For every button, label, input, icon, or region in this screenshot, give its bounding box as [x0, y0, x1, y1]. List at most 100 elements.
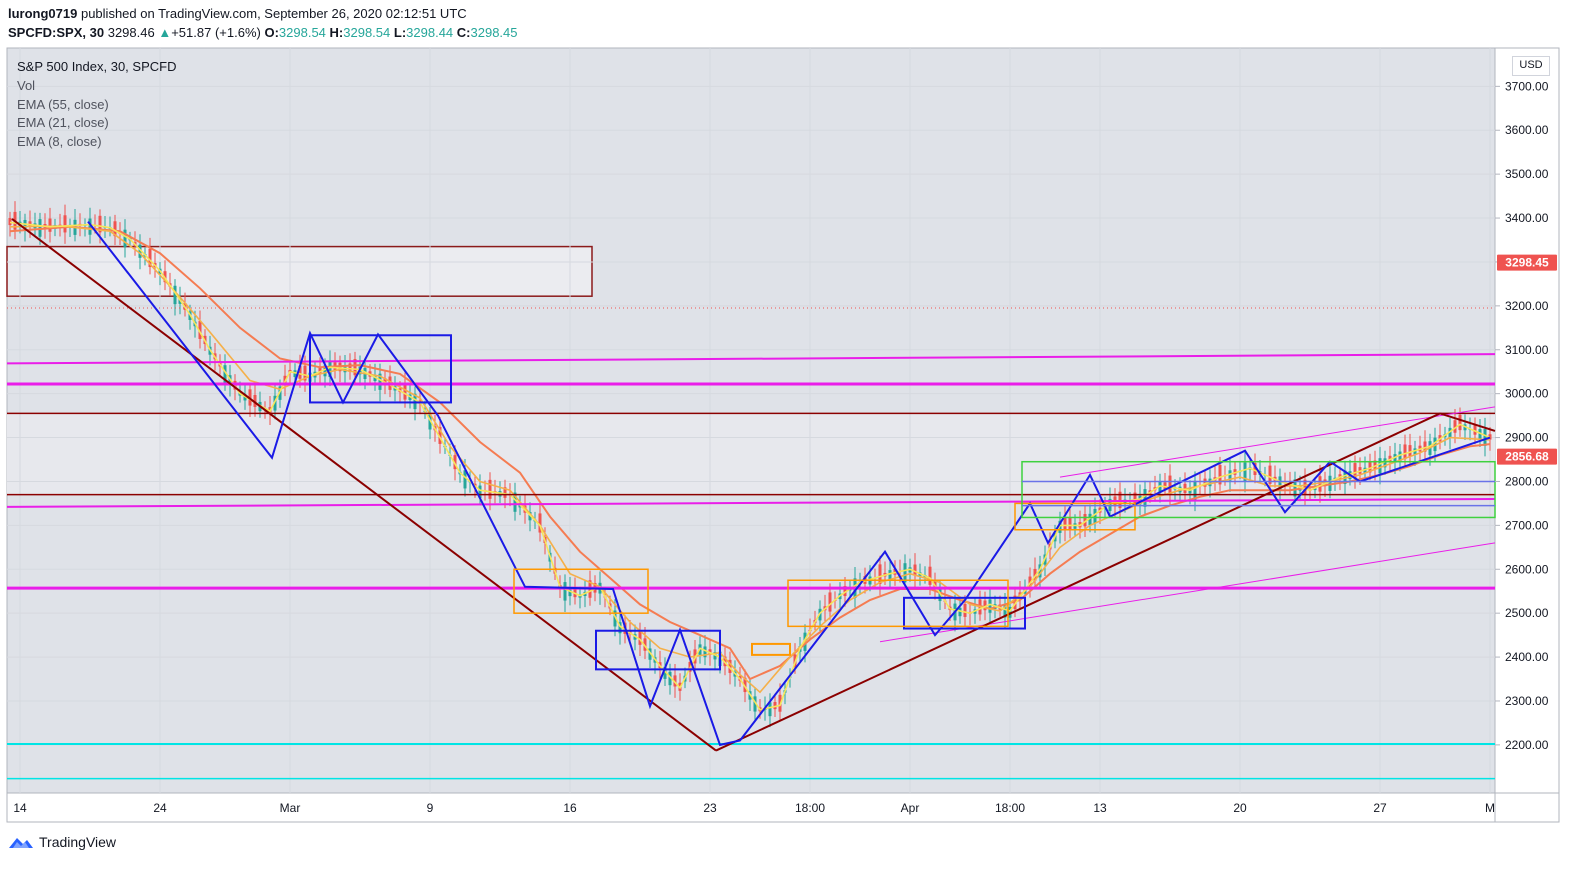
candle-body	[1163, 482, 1167, 490]
x-tick-label: 20	[1233, 801, 1247, 815]
candle-body	[1403, 444, 1407, 460]
candle-body	[198, 320, 202, 339]
y-axis-ticks: 3700.003600.003500.003400.003300.003200.…	[1495, 79, 1549, 752]
candle-body	[148, 248, 152, 268]
brand-name: TradingView	[39, 834, 117, 850]
candle-body	[1143, 489, 1147, 507]
low-value: 3298.44	[406, 25, 454, 40]
price-axis[interactable]	[1495, 48, 1559, 793]
candle-body	[1368, 461, 1372, 473]
x-axis-ticks: 14 24 Mar 9 16 23 18:00 Apr 18:00 13 20 27 M	[13, 801, 1495, 815]
candle-body	[903, 563, 907, 583]
candle-body	[138, 244, 142, 258]
candle-body	[488, 479, 492, 499]
high-value: 3298.54	[343, 25, 391, 40]
candle-body	[503, 487, 507, 498]
candle-body	[1063, 517, 1067, 530]
candle-body	[1383, 458, 1387, 468]
zigzag-blue-line	[87, 220, 1491, 747]
candle-body	[123, 229, 127, 248]
candle-body	[613, 610, 617, 627]
x-tick-label: 16	[563, 801, 577, 815]
candle-body	[1208, 478, 1212, 487]
y-tick-label: 2300.00	[1505, 694, 1549, 708]
open-value: 3298.54	[278, 25, 326, 40]
candle-body	[1158, 481, 1162, 493]
candle-body	[1458, 414, 1462, 431]
y-tick-label: 2600.00	[1505, 562, 1549, 576]
legend-item-ema55[interactable]: EMA (55, close)	[17, 96, 109, 112]
legend-item-vol[interactable]: Vol	[17, 77, 36, 93]
y-tick-label: 3700.00	[1505, 79, 1549, 93]
candle-body	[113, 221, 117, 237]
candle-body	[273, 395, 277, 411]
candle-body	[48, 218, 52, 232]
candle-body	[568, 588, 572, 597]
candle-body	[538, 513, 542, 533]
candle-body	[1293, 479, 1297, 497]
candle-body	[1448, 427, 1452, 439]
currency-badge[interactable]: USD	[1512, 56, 1550, 76]
x-tick-label: 18:00	[995, 801, 1025, 815]
candle-body	[38, 219, 42, 237]
candle-body	[843, 586, 847, 597]
candle-body	[173, 285, 177, 305]
publisher-name[interactable]: lurong0719	[8, 6, 78, 21]
y-tick-label: 2900.00	[1505, 431, 1549, 445]
candle-body	[663, 666, 667, 679]
close-label: C:	[456, 25, 471, 40]
y-tick-label: 3000.00	[1505, 387, 1549, 401]
open-label: O:	[264, 25, 279, 40]
candle-body	[983, 600, 987, 611]
candle-body	[348, 363, 352, 372]
candle-body	[1303, 479, 1307, 495]
x-tick-label: 9	[427, 801, 434, 815]
legend-title[interactable]: S&P 500 Index, 30, SPCFD	[17, 59, 177, 74]
candle-body	[453, 455, 457, 470]
candle-body	[223, 365, 227, 383]
candle-body	[1423, 441, 1427, 452]
candle-body	[298, 365, 302, 379]
legend-item-ema8[interactable]: EMA (8, close)	[17, 134, 102, 150]
candle-body	[958, 607, 962, 617]
candle-body	[673, 675, 677, 687]
x-tick-label: Apr	[901, 801, 920, 815]
y-tick-label: 3100.00	[1505, 343, 1549, 357]
candle-body	[1398, 451, 1402, 462]
candle-body	[323, 365, 327, 377]
tradingview-logo-icon	[9, 838, 33, 848]
price-labels: 3298.45 2856.68	[1497, 254, 1557, 465]
candle-body	[413, 393, 417, 410]
x-tick-label: 24	[153, 801, 167, 815]
candle-body	[88, 218, 92, 235]
ema-21-line	[9, 225, 1491, 694]
x-tick-label: 27	[1373, 801, 1387, 815]
candle-body	[888, 570, 892, 580]
candle-body	[1353, 463, 1357, 479]
consolidation-box-apr	[903, 596, 1026, 630]
candle-body	[938, 588, 942, 602]
indicator-legend: S&P 500 Index, 30, SPCFD Vol EMA (55, cl…	[17, 58, 176, 152]
footer-brand[interactable]: TradingView	[7, 834, 116, 850]
candle-body	[1253, 462, 1257, 475]
magenta-trendline-upper	[6, 353, 1496, 365]
symbol-label: SPCFD:SPX, 30	[8, 25, 105, 40]
orange-box-1	[513, 568, 649, 614]
candle-body	[1203, 478, 1207, 487]
high-label: H:	[329, 25, 344, 40]
y-tick-label: 2200.00	[1505, 738, 1549, 752]
legend-item-ema21[interactable]: EMA (21, close)	[17, 115, 109, 131]
candle-body	[723, 656, 727, 667]
candle-body	[63, 215, 67, 233]
drawings	[6, 218, 1496, 780]
supply-zone	[7, 413, 1495, 495]
candle-body	[713, 652, 717, 660]
candle-body	[1228, 470, 1232, 481]
candle-body	[1033, 568, 1037, 581]
candle-body	[1003, 604, 1007, 618]
candle-body	[1408, 445, 1412, 457]
candle-body	[1478, 429, 1482, 441]
last-price: 3298.46	[107, 25, 155, 40]
price-label-bg	[1497, 448, 1557, 465]
